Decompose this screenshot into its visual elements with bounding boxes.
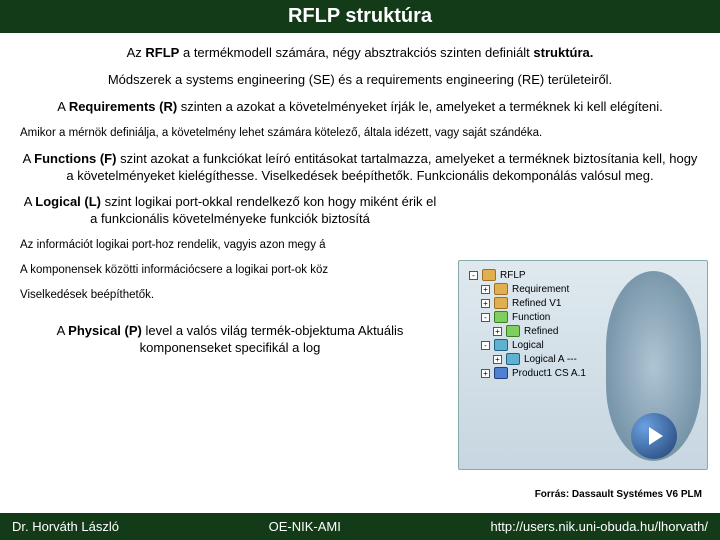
req-icon <box>494 297 508 309</box>
tree-label: RFLP <box>500 270 526 281</box>
title-text: RFLP struktúra <box>288 5 432 27</box>
intro-paragraph: Az RFLP a termékmodell számára, négy abs… <box>20 45 700 62</box>
intro-mid: a termékmodell számára, négy absztrakció… <box>179 45 533 60</box>
logical-icon <box>506 353 520 365</box>
intro-pre: Az <box>127 45 146 60</box>
tree-panel: - RFLP + Requirement + Refined V1 - Function… <box>469 269 609 381</box>
logical-paragraph: A Logical (L) szint logikai port-okkal r… <box>20 194 700 228</box>
methods-paragraph: Módszerek a systems engineering (SE) és … <box>20 72 700 89</box>
footer-author: Dr. Horváth László <box>12 519 119 534</box>
phys-rest: level a valós világ termék-objektuma Akt… <box>140 323 404 355</box>
expand-icon: - <box>481 341 490 350</box>
req-bold: Requirements (R) <box>69 99 177 114</box>
intro-bold2: struktúra. <box>533 45 593 60</box>
req-pre: A <box>57 99 69 114</box>
tree-label: Logical A --- <box>524 354 577 365</box>
expand-icon: + <box>481 299 490 308</box>
func-icon <box>494 311 508 323</box>
tree-label: Product1 CS A.1 <box>512 368 586 379</box>
source-citation: Forrás: Dassault Systémes V6 PLM <box>535 489 702 500</box>
req-icon <box>482 269 496 281</box>
play-icon[interactable] <box>631 413 677 459</box>
diagram-image: - RFLP + Requirement + Refined V1 - Function… <box>458 260 708 470</box>
phys-bold: Physical (P) <box>68 323 142 338</box>
log-pre: A <box>24 194 36 209</box>
requirements-paragraph: A Requirements (R) szinten a azokat a kö… <box>20 99 700 116</box>
tree-row: - Function <box>469 311 609 323</box>
footer-bar: Dr. Horváth László OE-NIK-AMI http://use… <box>0 513 720 540</box>
expand-icon: - <box>469 271 478 280</box>
tree-row: + Refined <box>469 325 609 337</box>
log-bold: Logical (L) <box>35 194 101 209</box>
tree-row: + Logical A --- <box>469 353 609 365</box>
physical-icon <box>494 367 508 379</box>
func-icon <box>506 325 520 337</box>
tree-row: - Logical <box>469 339 609 351</box>
expand-icon: + <box>493 327 502 336</box>
func-pre: A <box>23 151 35 166</box>
expand-icon: - <box>481 313 490 322</box>
footer-url: http://users.nik.uni-obuda.hu/lhorvath/ <box>490 519 708 534</box>
req-rest: szinten a azokat a követelményeket írják… <box>177 99 663 114</box>
footer-org: OE-NIK-AMI <box>269 519 341 534</box>
tree-label: Function <box>512 312 550 323</box>
requirements-note: Amikor a mérnök definiálja, a követelmén… <box>20 126 700 141</box>
req-icon <box>494 283 508 295</box>
expand-icon: + <box>493 355 502 364</box>
log-rest: szint logikai port-okkal rendelkező kon … <box>90 194 436 226</box>
tree-label: Logical <box>512 340 544 351</box>
tree-row: + Requirement <box>469 283 609 295</box>
tree-row: + Refined V1 <box>469 297 609 309</box>
tree-row: - RFLP <box>469 269 609 281</box>
logical-icon <box>494 339 508 351</box>
tree-row: + Product1 CS A.1 <box>469 367 609 379</box>
intro-bold1: RFLP <box>145 45 179 60</box>
title-bar: RFLP struktúra <box>0 0 720 33</box>
logical-note-1: Az információt logikai port-hoz rendelik… <box>20 238 700 253</box>
func-bold: Functions (F) <box>34 151 116 166</box>
expand-icon: + <box>481 369 490 378</box>
functions-paragraph: A Functions (F) szint azokat a funkcióka… <box>20 151 700 185</box>
phys-pre: A <box>57 323 69 338</box>
expand-icon: + <box>481 285 490 294</box>
func-rest: szint azokat a funkciókat leíró entitáso… <box>66 151 697 183</box>
tree-label: Requirement <box>512 284 569 295</box>
tree-label: Refined V1 <box>512 298 561 309</box>
tree-label: Refined <box>524 326 558 337</box>
